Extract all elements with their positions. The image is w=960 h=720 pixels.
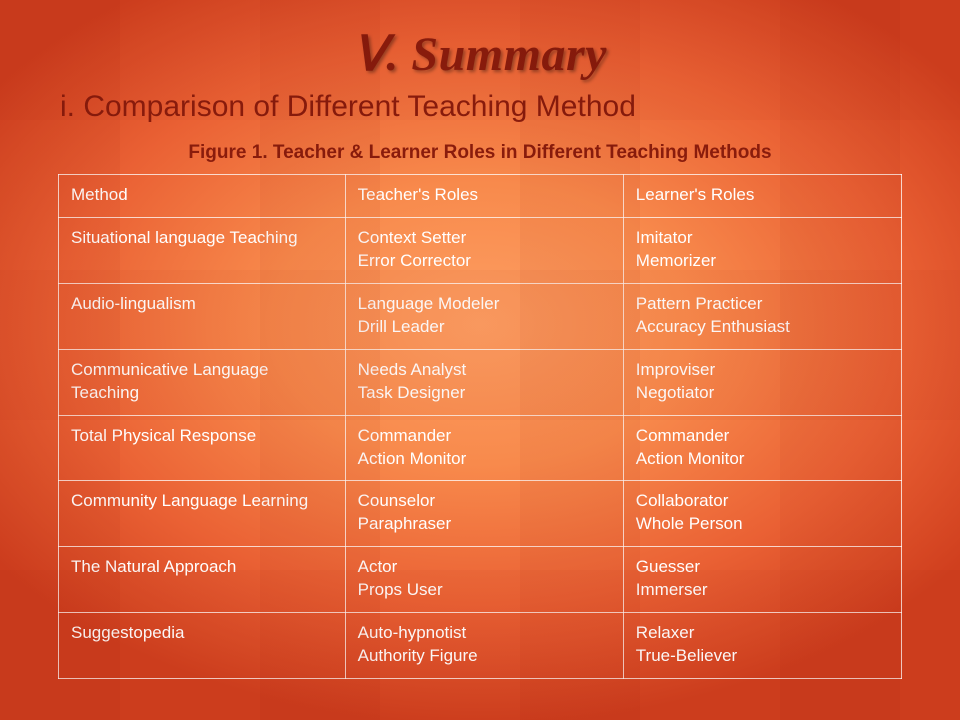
cell-method: Situational language Teaching [59, 217, 346, 283]
cell-line: Needs Analyst [358, 359, 611, 382]
cell-method: Total Physical Response [59, 415, 346, 481]
cell-learner: Commander Action Monitor [623, 415, 901, 481]
col-method: Method [59, 175, 346, 218]
cell-line: Counselor [358, 490, 611, 513]
cell-teacher: Context Setter Error Corrector [345, 217, 623, 283]
cell-learner: Imitator Memorizer [623, 217, 901, 283]
slide: Ⅴ. Summary i. Comparison of Different Te… [0, 0, 960, 720]
cell-line: Guesser [636, 556, 889, 579]
cell-line: Language Modeler [358, 293, 611, 316]
cell-line: Memorizer [636, 250, 889, 273]
cell-line: Negotiator [636, 382, 889, 405]
cell-line: Auto-hypnotist [358, 622, 611, 645]
table-row: The Natural Approach Actor Props User Gu… [59, 547, 902, 613]
roles-table: Method Teacher's Roles Learner's Roles S… [58, 174, 902, 679]
cell-line: Collaborator [636, 490, 889, 513]
cell-teacher: Language Modeler Drill Leader [345, 283, 623, 349]
cell-line: Props User [358, 579, 611, 602]
figure-caption: Figure 1. Teacher & Learner Roles in Dif… [58, 142, 902, 164]
cell-learner: Collaborator Whole Person [623, 481, 901, 547]
col-learner: Learner's Roles [623, 175, 901, 218]
cell-learner: Relaxer True-Believer [623, 613, 901, 679]
col-teacher: Teacher's Roles [345, 175, 623, 218]
cell-method: Community Language Learning [59, 481, 346, 547]
cell-line: Immerser [636, 579, 889, 602]
table-row: Situational language Teaching Context Se… [59, 217, 902, 283]
cell-method: The Natural Approach [59, 547, 346, 613]
cell-line: Imitator [636, 227, 889, 250]
cell-line: Action Monitor [358, 448, 611, 471]
cell-line: Action Monitor [636, 448, 889, 471]
cell-line: Whole Person [636, 513, 889, 536]
cell-method: Communicative Language Teaching [59, 349, 346, 415]
cell-line: Error Corrector [358, 250, 611, 273]
cell-line: Context Setter [358, 227, 611, 250]
cell-line: Paraphraser [358, 513, 611, 536]
table-row: Total Physical Response Commander Action… [59, 415, 902, 481]
cell-line: True-Believer [636, 645, 889, 668]
cell-line: Accuracy Enthusiast [636, 316, 889, 339]
cell-learner: Pattern Practicer Accuracy Enthusiast [623, 283, 901, 349]
cell-teacher: Commander Action Monitor [345, 415, 623, 481]
table-body: Situational language Teaching Context Se… [59, 217, 902, 678]
cell-line: Drill Leader [358, 316, 611, 339]
cell-method: Audio-lingualism [59, 283, 346, 349]
cell-teacher: Counselor Paraphraser [345, 481, 623, 547]
cell-line: Improviser [636, 359, 889, 382]
cell-line: Pattern Practicer [636, 293, 889, 316]
section-subtitle: i. Comparison of Different Teaching Meth… [60, 90, 902, 124]
table-header-row: Method Teacher's Roles Learner's Roles [59, 175, 902, 218]
cell-teacher: Auto-hypnotist Authority Figure [345, 613, 623, 679]
cell-method: Suggestopedia [59, 613, 346, 679]
table-row: Community Language Learning Counselor Pa… [59, 481, 902, 547]
cell-line: Task Designer [358, 382, 611, 405]
cell-line: Authority Figure [358, 645, 611, 668]
page-title: Ⅴ. Summary [58, 26, 902, 82]
cell-line: Actor [358, 556, 611, 579]
table-row: Audio-lingualism Language Modeler Drill … [59, 283, 902, 349]
cell-line: Commander [636, 425, 889, 448]
cell-teacher: Actor Props User [345, 547, 623, 613]
cell-line: Commander [358, 425, 611, 448]
cell-teacher: Needs Analyst Task Designer [345, 349, 623, 415]
cell-learner: Improviser Negotiator [623, 349, 901, 415]
cell-line: Relaxer [636, 622, 889, 645]
cell-learner: Guesser Immerser [623, 547, 901, 613]
table-row: Suggestopedia Auto-hypnotist Authority F… [59, 613, 902, 679]
table-row: Communicative Language Teaching Needs An… [59, 349, 902, 415]
